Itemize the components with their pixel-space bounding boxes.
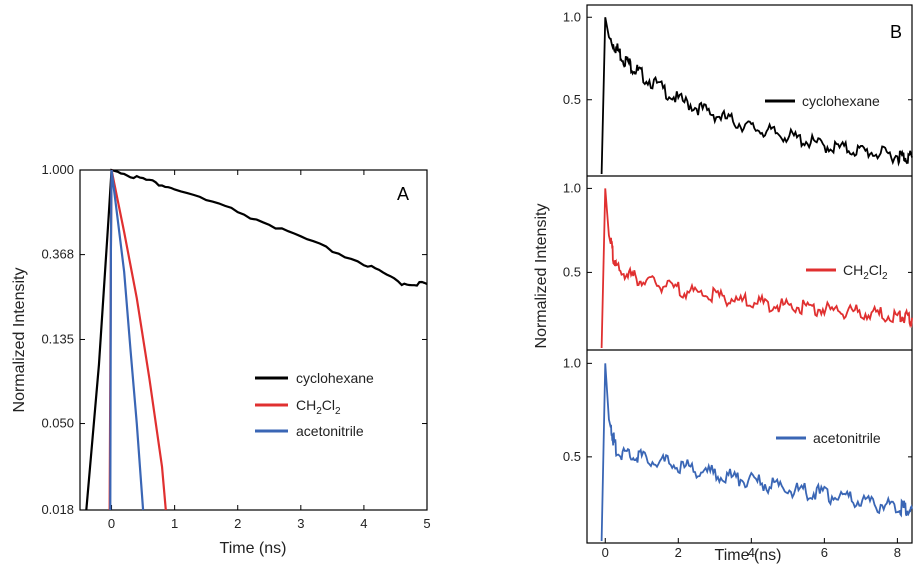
chart-b-x-axis-label: Time (ns) [715,547,782,564]
chart-a-x-tick-label: 3 [297,516,304,531]
legend-label-ch2cl2: CH2Cl2 [296,397,341,417]
chart-b-x-tick-label: 8 [894,545,901,560]
legend-label-acetonitrile-b: acetonitrile [813,430,881,446]
chart-b-plot-frame [586,4,913,544]
chart-b-series-line-cyclohexane [600,17,913,175]
chart-b-y-tick-label: 1.0 [563,9,581,24]
chart-b-y-tick-label: 1.0 [563,355,581,370]
chart-a-x-tick-label: 0 [108,516,115,531]
chart-a-y-tick-label: 0.018 [41,502,74,517]
chart-a-x-axis-label: Time (ns) [220,540,287,557]
legend-label-cyclohexane: cyclohexane [296,370,374,386]
chart-a-y-axis-label: Normalized Intensity [11,268,28,413]
chart-a-series-line-acetonitrile [109,169,145,511]
chart-b-y-axis-label: Normalized Intensity [533,204,550,349]
legend-label-acetonitrile: acetonitrile [296,423,364,439]
chart-b-panel-label: B [890,22,902,42]
chart-b-legend: cyclohexane CH2Cl2 acetonitrile [765,93,888,446]
chart-b-x-tick-label: 0 [602,545,609,560]
chart-a-y-tick-label: 1.000 [41,162,74,177]
chart-a: A Time (ns) Normalized Intensity 0 1 2 3 4 5 1… [11,162,431,557]
chart-b-y-tick-label: 1.0 [563,180,581,195]
chart-b-series-lines [600,17,913,542]
chart-b-x-tick-label: 4 [748,545,755,560]
legend-label-ch2cl2-b: CH2Cl2 [843,262,888,282]
chart-b-y-tick-label: 0.5 [563,449,581,464]
chart-a-x-tick-label: 5 [423,516,430,531]
chart-a-series-line-cyclohexane [85,168,428,511]
chart-b-series-line-ch2cl2 [600,188,913,349]
chart-b-series-line-acetonitrile [600,363,913,542]
legend-label-cyclohexane-b: cyclohexane [802,93,880,109]
chart-a-y-tick-label: 0.135 [41,331,74,346]
chart-a-ticks: 0 1 2 3 4 5 1.000 0.368 0.135 0.050 0.018 [41,162,430,531]
chart-b-ticks: 0 2 4 6 8 1.0 0.5 1.0 0.5 1.0 0.5 [563,9,912,560]
chart-b-x-tick-label: 6 [821,545,828,560]
chart-a-x-tick-label: 2 [234,516,241,531]
chart-a-x-tick-label: 1 [171,516,178,531]
chart-a-plot-frame [79,169,428,511]
chart-b: B Time (ns) Normalized Intensity 0 2 4 6 8 1.… [533,4,913,564]
chart-b-y-tick-label: 0.5 [563,264,581,279]
chart-a-legend: cyclohexane CH2Cl2 acetonitrile [255,370,374,439]
chart-b-x-tick-label: 2 [675,545,682,560]
chart-a-series-lines [85,168,428,511]
chart-a-x-tick-label: 4 [360,516,367,531]
chart-a-y-tick-label: 0.368 [41,247,74,262]
chart-a-y-tick-label: 0.050 [41,416,74,431]
chart-b-y-tick-label: 0.5 [563,92,581,107]
chart-a-panel-label: A [397,184,409,204]
